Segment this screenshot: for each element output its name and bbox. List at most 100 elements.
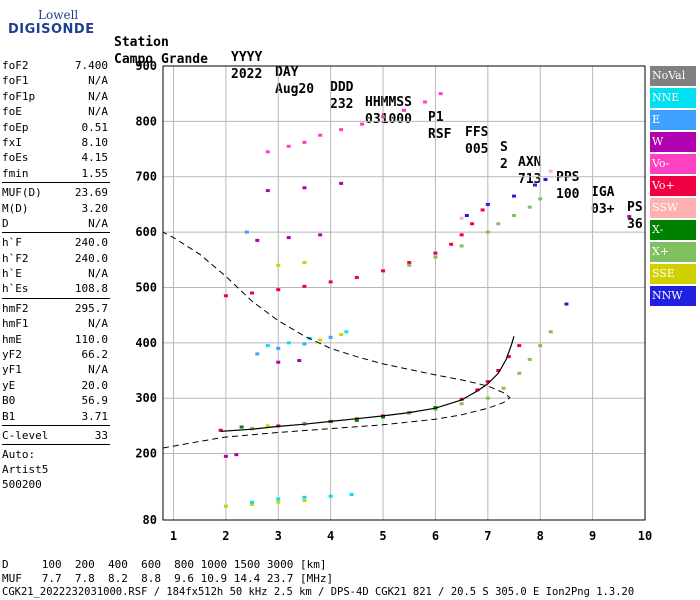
data-point <box>302 495 307 499</box>
param-value: 20.0 <box>81 378 109 392</box>
header-label: FFS <box>465 125 489 140</box>
header-label: YYYY <box>231 50 263 65</box>
digisonde-logo: Lowell DIGISONDE <box>4 6 104 40</box>
param-value: 108.8 <box>74 282 108 296</box>
header-value: 713 <box>518 172 542 187</box>
header-row-1: Station YYYY DAY DDD HHMMSS P1 FFS S AXN… <box>0 20 700 215</box>
legend-item: NNE <box>650 88 696 108</box>
header-label: PPS <box>556 170 580 185</box>
param-name: yE <box>2 378 16 392</box>
header-value: 03+ <box>591 202 615 217</box>
data-point <box>328 280 333 284</box>
param-value: 1.55 <box>81 166 109 180</box>
data-point <box>255 352 260 356</box>
data-point <box>265 344 270 348</box>
param-value: 4.15 <box>81 151 109 165</box>
data-point <box>255 238 260 242</box>
param-row: fmin 1.55 <box>2 166 110 181</box>
header-value: 2022 <box>231 67 263 82</box>
param-value: N/A <box>88 216 108 230</box>
param-value: 295.7 <box>74 301 108 315</box>
param-value: 23.69 <box>74 186 108 200</box>
data-point <box>475 388 480 392</box>
param-row: foEs 4.15 <box>2 150 110 165</box>
data-point <box>496 369 501 373</box>
data-point <box>286 236 291 240</box>
y-tick-label: 200 <box>135 447 157 461</box>
legend-item: Vo+ <box>650 176 696 196</box>
param-row: C-level 33 <box>2 428 110 443</box>
param-value: N/A <box>88 363 108 377</box>
param-name: h`F <box>2 236 22 250</box>
data-point <box>339 128 344 132</box>
param-value: 33 <box>94 428 108 442</box>
data-point <box>459 233 464 237</box>
x-tick-label: 7 <box>484 529 491 543</box>
param-value: 7.400 <box>74 59 108 72</box>
header-label: DDD <box>330 80 354 95</box>
legend-item: NoVal <box>650 66 696 86</box>
data-point <box>302 342 307 346</box>
data-point <box>265 150 270 154</box>
data-point <box>485 230 490 234</box>
x-tick-label: 5 <box>379 529 386 543</box>
data-point <box>354 275 359 279</box>
auto-line: Auto: <box>2 448 36 462</box>
data-point <box>485 396 490 400</box>
legend-item: SSE <box>650 264 696 284</box>
y-tick-label: 300 <box>135 391 157 405</box>
header-label: S <box>500 140 508 155</box>
header-label: PS <box>627 200 643 215</box>
header-value: Campo Grande <box>114 52 208 67</box>
data-point <box>318 338 323 342</box>
param-row: yF1 N/A <box>2 362 110 377</box>
param-name: foEs <box>2 151 29 165</box>
header-value: Aug20 <box>275 82 315 97</box>
param-row: MUF(D) 23.69 <box>2 185 110 200</box>
param-value: 240.0 <box>74 236 108 250</box>
header-value: 100 <box>556 187 580 202</box>
header-label: AXN <box>518 155 542 170</box>
parameter-panel: foF2 7.400 foF1 N/A foF1p N/A foE N/A foEp 0.… <box>2 58 110 492</box>
data-point <box>244 230 249 234</box>
y-tick-label: 600 <box>135 225 157 239</box>
x-tick-label: 1 <box>170 529 177 543</box>
param-row: hmF2 295.7 <box>2 301 110 316</box>
data-point <box>318 233 323 237</box>
data-point <box>381 415 386 419</box>
logo-top-text: Lowell <box>38 8 79 22</box>
header-value: 2 <box>500 157 508 172</box>
data-point <box>344 330 349 334</box>
param-name: foF1p <box>2 89 36 103</box>
data-point <box>402 108 406 112</box>
legend-item: X- <box>650 220 696 240</box>
data-point <box>239 425 244 429</box>
param-divider <box>2 182 110 184</box>
param-row: hmE 110.0 <box>2 332 110 347</box>
legend-item: Vo- <box>650 154 696 174</box>
param-row: D N/A <box>2 216 110 231</box>
data-point <box>302 261 307 265</box>
auto-line: Artist5 <box>2 463 49 477</box>
data-point <box>250 502 255 506</box>
param-row: h`F 240.0 <box>2 235 110 250</box>
legend-item: X+ <box>650 242 696 262</box>
param-name: MUF(D) <box>2 186 42 200</box>
param-value: N/A <box>88 74 108 88</box>
param-row: foEp 0.51 <box>2 120 110 135</box>
data-point <box>464 213 469 217</box>
param-value: 56.9 <box>81 394 109 408</box>
data-point <box>527 357 532 361</box>
data-point <box>485 380 490 384</box>
density-profile-line <box>162 231 511 449</box>
data-point <box>538 197 543 201</box>
param-value: N/A <box>88 317 108 331</box>
param-value: 240.0 <box>74 251 108 265</box>
data-point <box>265 189 270 193</box>
data-point <box>276 500 281 504</box>
param-row: fxI 8.10 <box>2 135 110 150</box>
legend-item: E <box>650 110 696 130</box>
data-point <box>532 183 537 187</box>
param-row: yF2 66.2 <box>2 347 110 362</box>
x-tick-label: 3 <box>275 529 282 543</box>
